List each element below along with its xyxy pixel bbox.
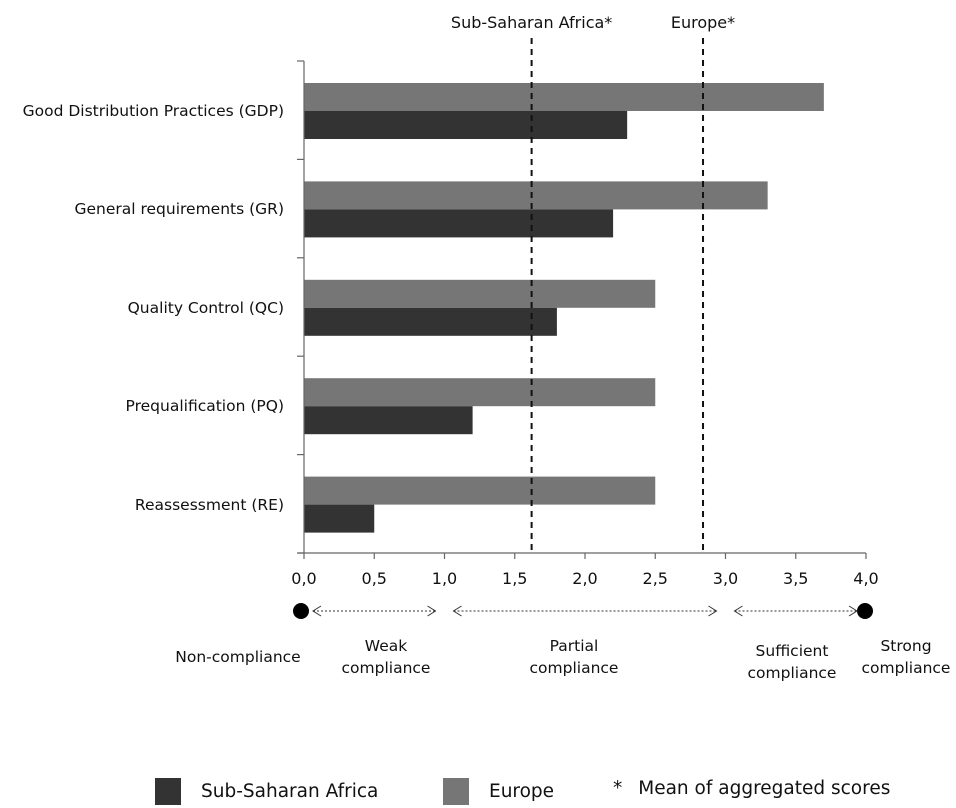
compliance-zone-label: Weak compliance (342, 635, 431, 679)
x-tick-label: 1,5 (502, 569, 528, 588)
x-tick-label: 2,0 (572, 569, 598, 588)
compliance-zone-label-line: compliance (861, 659, 951, 677)
category-label: Good Distribution Practices (GDP) (22, 102, 284, 120)
bar-sub-saharan-africa-0 (304, 111, 628, 139)
compliance-zone-label-line: compliance (747, 664, 837, 682)
compliance-zone-label-line: Partial (549, 637, 599, 655)
reference-line-label: Sub-Saharan Africa* (450, 13, 613, 32)
scale-arrowhead-right (427, 605, 437, 617)
compliance-scale-group (293, 603, 873, 619)
reference-line-label: Europe* (670, 13, 736, 32)
bar-europe-1 (304, 181, 768, 210)
x-tick-label: 0,5 (361, 569, 387, 588)
scale-arrowhead-right (708, 605, 718, 617)
compliance-zone-label-line: compliance (341, 659, 431, 677)
legend-label-ssa: Sub-Saharan Africa (201, 781, 379, 802)
compliance-zone-label-line: Weak (364, 637, 408, 655)
category-label: Prequalification (PQ) (125, 397, 284, 416)
bar-sub-saharan-africa-2 (304, 307, 557, 336)
x-tick-label: 3,0 (712, 569, 739, 588)
bar-sub-saharan-africa-3 (304, 406, 473, 435)
scale-arrowhead-right (848, 605, 858, 617)
bars-group (304, 83, 824, 533)
scale-arrowhead-left (312, 605, 322, 617)
footnote-text: Mean of aggregated scores (638, 778, 891, 799)
compliance-zone-label-line: Non-compliance (175, 648, 301, 666)
x-tick-label: 1,0 (431, 569, 458, 588)
scale-arrowhead-left (452, 605, 462, 617)
scale-start-marker (293, 603, 309, 619)
category-label: Reassessment (RE) (134, 495, 284, 514)
x-tick-label: 0,0 (291, 569, 317, 588)
y-ticks-group (297, 60, 304, 554)
scale-arrowhead-left (733, 605, 743, 617)
bar-sub-saharan-africa-1 (304, 209, 614, 238)
footnote-symbol: * (613, 778, 623, 799)
legend-swatch-ssa (155, 778, 181, 805)
category-label: General requirements (GR) (74, 200, 284, 219)
compliance-zone-label: Strong compliance (862, 635, 951, 679)
bar-europe-4 (304, 476, 656, 505)
compliance-zone-label: Partial compliance (530, 635, 619, 679)
compliance-zone-label: Sufficient compliance (748, 640, 837, 684)
bar-europe-0 (304, 83, 824, 111)
legend-item-europe: Europe (443, 778, 554, 805)
category-label: Quality Control (QC) (127, 298, 284, 317)
x-ticks-group (303, 553, 867, 559)
bar-europe-2 (304, 279, 656, 308)
x-tick-label: 2,5 (642, 569, 668, 588)
compliance-zone-label: Non-compliance (175, 646, 300, 668)
legend-footnote: * Mean of aggregated scores (613, 778, 890, 799)
x-tick-label: 4,0 (853, 569, 879, 588)
bar-sub-saharan-africa-4 (304, 504, 375, 533)
scale-arrows-group (312, 605, 858, 617)
compliance-zone-label-line: Sufficient (755, 642, 829, 660)
scale-end-marker (857, 603, 873, 619)
compliance-zone-label-line: compliance (529, 659, 619, 677)
legend-label-europe: Europe (489, 781, 555, 802)
reference-lines-group (530, 38, 705, 553)
bar-europe-3 (304, 378, 656, 407)
legend-item-ssa: Sub-Saharan Africa (155, 778, 378, 805)
x-tick-label: 3,5 (783, 569, 809, 588)
legend-swatch-europe (443, 778, 469, 805)
axes-group (298, 61, 866, 554)
compliance-zone-label-line: Strong (880, 637, 932, 655)
